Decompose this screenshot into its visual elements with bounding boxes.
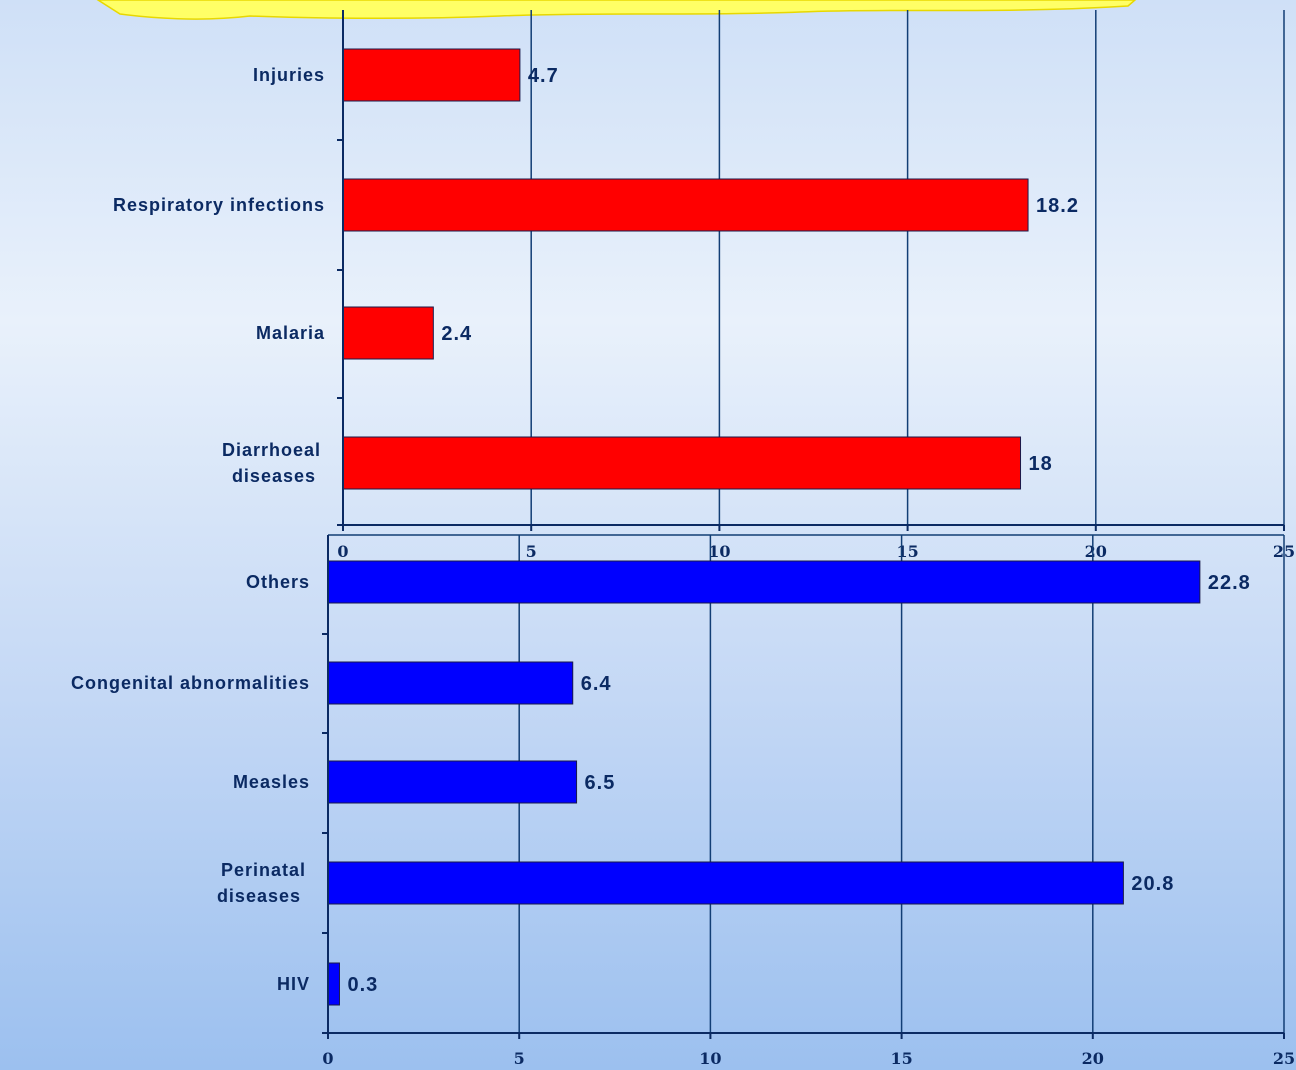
bar-measles: [327, 760, 578, 804]
x-tick-label: 25: [1273, 1049, 1295, 1068]
data-label: 0.3: [347, 974, 378, 996]
bar-injuries: [342, 48, 521, 102]
x-tick-label: 10: [699, 1049, 721, 1068]
title-banner: [96, 0, 1137, 20]
category-label: Diarrhoeal diseases: [222, 440, 321, 486]
bar-congenital-abnormalities: [327, 661, 574, 705]
data-label: 18.2: [1036, 195, 1079, 217]
bar-diarrhoeal-diseases: [342, 436, 1022, 490]
category-label: Perinatal diseases: [217, 860, 306, 906]
category-label: Injuries: [253, 65, 325, 85]
data-label: 2.4: [441, 323, 472, 345]
bottom-bar-chart: 0.3 HIV 20.8 Perinatal diseases 6.5 Measles 6.4…: [71, 534, 1295, 1068]
data-label: 6.5: [585, 772, 616, 794]
category-label: Respiratory infections: [113, 195, 325, 215]
x-tick-label: 0: [322, 1049, 333, 1068]
bar-malaria: [342, 306, 434, 360]
category-label: Malaria: [256, 323, 325, 343]
bar-respiratory-infections: [342, 178, 1029, 232]
top-bar-chart: 18 Diarrhoeal diseases 2.4 Malaria 18.2 Respir…: [113, 10, 1295, 561]
x-tick-label: 20: [1082, 1049, 1104, 1068]
category-label: Congenital abnormalities: [71, 673, 310, 693]
bar-hiv: [327, 962, 340, 1006]
data-label: 4.7: [528, 65, 559, 87]
x-tick-label: 5: [514, 1049, 525, 1068]
category-label: Others: [246, 572, 310, 592]
x-tick-label: 0: [337, 542, 348, 561]
x-tick-label: 20: [1085, 542, 1107, 561]
bar-perinatal-diseases: [327, 861, 1124, 905]
category-label: HIV: [277, 974, 310, 994]
bar-others: [327, 560, 1201, 604]
data-label: 18: [1029, 453, 1053, 475]
category-label: Measles: [233, 772, 310, 792]
x-tick-label: 5: [526, 542, 537, 561]
data-label: 6.4: [581, 673, 612, 695]
data-label: 20.8: [1131, 873, 1174, 895]
data-label: 22.8: [1208, 572, 1251, 594]
x-tick-label: 10: [708, 542, 730, 561]
x-tick-label: 15: [890, 1049, 912, 1068]
x-tick-label: 15: [896, 542, 918, 561]
